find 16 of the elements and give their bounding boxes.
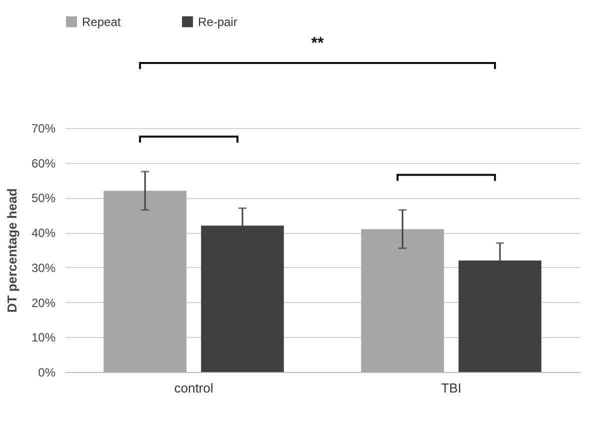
bar bbox=[104, 190, 186, 372]
y-tick-label: 60% bbox=[31, 156, 56, 170]
legend-label: Re-pair bbox=[198, 14, 238, 29]
y-axis-title: DT percentage head bbox=[4, 188, 20, 313]
text: ** bbox=[311, 35, 324, 52]
y-tick-label: 30% bbox=[31, 260, 56, 275]
y-tick-label: 50% bbox=[31, 191, 56, 206]
y-tick-label: 40% bbox=[31, 226, 56, 240]
legend-label: Repeat bbox=[82, 14, 122, 29]
x-tick-label: control bbox=[174, 380, 214, 396]
y-tick-label: 20% bbox=[31, 296, 56, 310]
x-tick-label: TBI bbox=[441, 380, 462, 396]
y-tick-label: 10% bbox=[31, 330, 56, 345]
y-tick-label: 0% bbox=[38, 366, 56, 380]
bar bbox=[361, 229, 444, 372]
y-tick-label: 70% bbox=[31, 122, 56, 136]
